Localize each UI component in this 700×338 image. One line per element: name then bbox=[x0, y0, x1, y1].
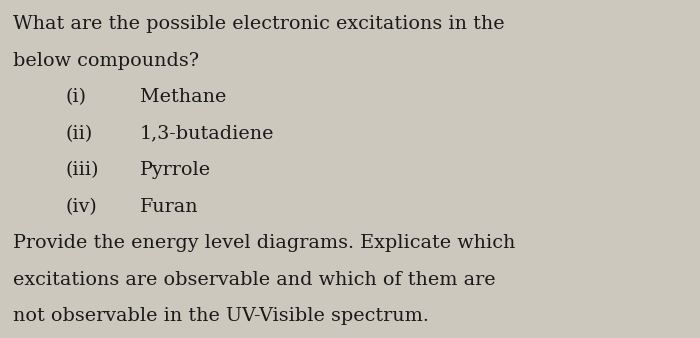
Text: Methane: Methane bbox=[140, 88, 226, 106]
Text: 1,3-butadiene: 1,3-butadiene bbox=[140, 125, 274, 143]
Text: (i): (i) bbox=[65, 88, 86, 106]
Text: (iii): (iii) bbox=[65, 161, 99, 179]
Text: Provide the energy level diagrams. Explicate which: Provide the energy level diagrams. Expli… bbox=[13, 234, 515, 252]
Text: Furan: Furan bbox=[140, 198, 199, 216]
Text: (ii): (ii) bbox=[65, 125, 92, 143]
Text: (iv): (iv) bbox=[65, 198, 97, 216]
Text: below compounds?: below compounds? bbox=[13, 52, 199, 70]
Text: What are the possible electronic excitations in the: What are the possible electronic excitat… bbox=[13, 15, 504, 33]
Text: not observable in the UV-Visible spectrum.: not observable in the UV-Visible spectru… bbox=[13, 307, 428, 325]
Text: Pyrrole: Pyrrole bbox=[140, 161, 211, 179]
Text: excitations are observable and which of them are: excitations are observable and which of … bbox=[13, 271, 495, 289]
